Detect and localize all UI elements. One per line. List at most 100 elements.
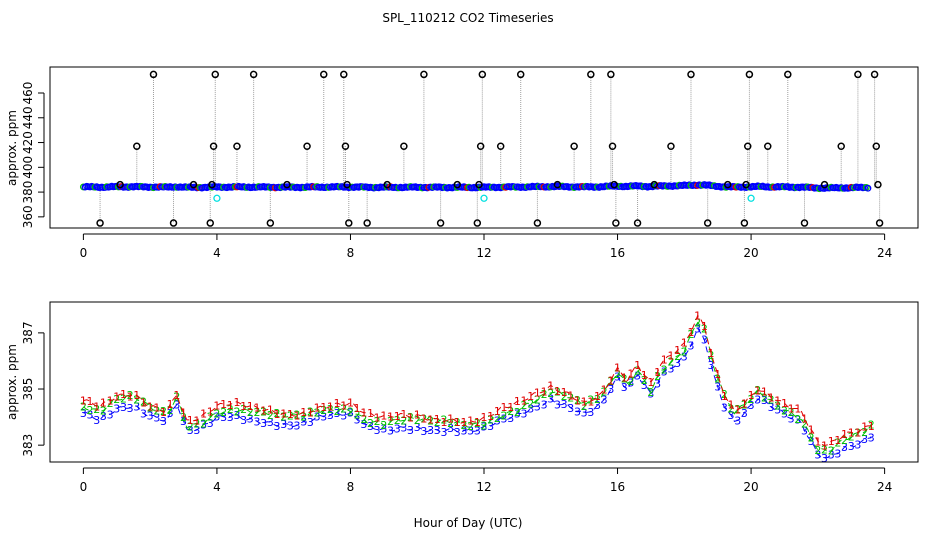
spike-point	[340, 70, 348, 79]
series-label-1: 1	[587, 395, 594, 408]
series-label-1: 1	[240, 400, 247, 413]
spike-point	[211, 70, 220, 79]
series-label-1: 1	[127, 390, 134, 403]
series-label-1: 1	[567, 389, 574, 402]
spike-point	[800, 219, 809, 227]
series-label-3: 3	[300, 416, 307, 429]
series-label-1: 1	[173, 389, 180, 402]
series-label-1: 1	[414, 409, 421, 422]
series-label-2: 2	[701, 322, 708, 335]
spike-point	[516, 70, 525, 79]
y-tick-label: 385	[21, 378, 35, 401]
series-label-1: 1	[574, 395, 581, 408]
y-tick-label: 360	[21, 205, 35, 228]
series-label-3: 3	[160, 415, 167, 428]
series-label-1: 1	[861, 421, 868, 434]
series-label-3: 3	[487, 420, 494, 433]
spike-point	[209, 142, 218, 151]
series-label-1: 1	[140, 396, 147, 409]
series-label-3: 3	[307, 416, 314, 429]
series-label-3: 3	[601, 393, 608, 406]
x-tick-label: 20	[743, 246, 758, 260]
series-label-3: 3	[213, 411, 220, 424]
spike-point	[363, 219, 371, 227]
series-label-2: 2	[347, 406, 354, 419]
series-label-2: 2	[594, 393, 601, 406]
series-label-2: 2	[634, 364, 641, 377]
series-label-3: 3	[334, 407, 341, 420]
series-label-1: 1	[734, 404, 741, 417]
series-label-2: 2	[133, 394, 140, 407]
series-label-1: 1	[728, 398, 735, 411]
series-label-2: 2	[294, 409, 301, 422]
series-label-1: 1	[447, 413, 454, 426]
top-x-axis: 0 4 8 12 16 20 24	[80, 233, 892, 260]
bottom-y-axis: 383 385 387	[21, 321, 45, 457]
series-label-2: 2	[187, 420, 194, 433]
series-label-2: 2	[641, 374, 648, 387]
series-label-3: 3	[761, 394, 768, 407]
top-y-axis-label: approx. ppm	[5, 110, 19, 186]
series-label-3: 3	[681, 350, 688, 363]
spike-point	[453, 180, 462, 189]
series-label-3: 3	[240, 414, 247, 427]
spike-point	[96, 219, 104, 227]
series-label-2: 2	[93, 403, 100, 416]
series-label-1: 1	[547, 379, 554, 392]
series-label-1: 1	[487, 410, 494, 423]
series-label-1: 1	[841, 428, 848, 441]
spike-point	[266, 219, 275, 227]
y-tick-label: 383	[21, 434, 35, 457]
series-label-1: 1	[848, 426, 855, 439]
series-label-1: 1	[340, 400, 347, 413]
series-label-2: 2	[354, 408, 361, 421]
series-label-1: 1	[474, 416, 481, 429]
series-label-2: 2	[160, 405, 167, 418]
series-label-1: 1	[627, 368, 634, 381]
series-label-2: 2	[167, 404, 174, 417]
series-label-1: 1	[460, 416, 467, 429]
series-label-3: 3	[587, 406, 594, 419]
series-label-1: 1	[213, 399, 220, 412]
series-label-2: 2	[741, 399, 748, 412]
spike-point	[478, 70, 487, 79]
cyan-point	[213, 194, 221, 202]
series-label-1: 1	[294, 410, 301, 423]
series-label-2: 2	[180, 411, 187, 424]
series-label-1: 1	[260, 405, 267, 418]
series-label-1: 1	[180, 406, 187, 419]
series-label-3: 3	[794, 413, 801, 426]
series-label-1: 1	[107, 395, 114, 408]
spike-point	[872, 142, 881, 151]
x-tick-label: 16	[610, 480, 625, 494]
series-label-2: 2	[561, 390, 568, 403]
series-label-2: 2	[781, 405, 788, 418]
spike-point	[703, 219, 712, 227]
series-label-1: 1	[514, 395, 521, 408]
series-label-1: 1	[120, 388, 127, 401]
series-label-1: 1	[501, 401, 508, 414]
series-label-2: 2	[200, 418, 207, 431]
series-label-3: 3	[854, 439, 861, 452]
x-tick-label: 8	[347, 480, 355, 494]
series-label-3: 3	[247, 413, 254, 426]
series-label-1: 1	[233, 396, 240, 409]
series-label-2: 2	[774, 400, 781, 413]
series-label-2: 2	[714, 372, 721, 385]
series-label-1: 1	[147, 400, 154, 413]
series-line-3	[83, 327, 872, 459]
bottom-x-axis: 0 4 8 12 16 20 24	[80, 467, 892, 494]
series-label-1: 1	[387, 410, 394, 423]
series-label-3: 3	[314, 410, 321, 423]
series-label-1: 1	[494, 405, 501, 418]
series-label-3: 3	[541, 398, 548, 411]
x-tick-label: 0	[80, 246, 88, 260]
series-label-3: 3	[374, 424, 381, 437]
series-label-1: 1	[654, 366, 661, 379]
cyan-point	[480, 194, 488, 202]
series-label-1: 1	[761, 385, 768, 398]
series-label-3: 3	[120, 401, 127, 414]
series-label-3: 3	[173, 399, 180, 412]
